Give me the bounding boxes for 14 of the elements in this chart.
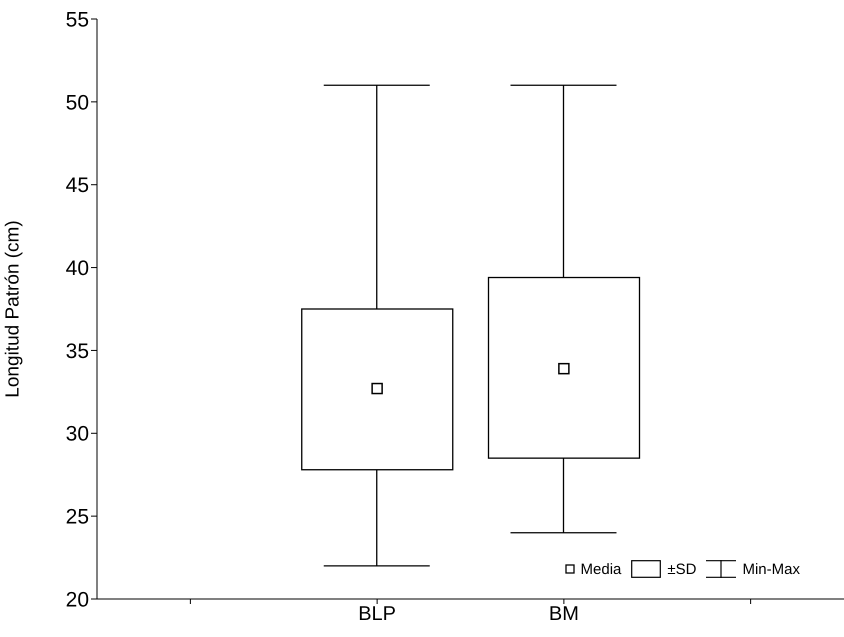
annotation: Media [580, 560, 622, 578]
y-tick-label: 30 [66, 422, 89, 446]
y-tick-label: 40 [66, 257, 89, 280]
y-tick-label: 55 [66, 8, 89, 32]
y-axis-title: Longitud Patrón (cm) [2, 220, 24, 398]
y-tick-label: 25 [66, 506, 89, 529]
y-tick-label: 20 [66, 588, 89, 612]
y-tick-label: 35 [66, 340, 89, 363]
annotation: Min-Max [742, 560, 800, 578]
y-tick-label: 50 [66, 91, 89, 114]
y-tick-label: 45 [66, 174, 89, 198]
annotation: ±SD [667, 560, 696, 578]
x-tick-label: BLP [358, 603, 396, 626]
x-tick-label: BM [548, 603, 579, 626]
